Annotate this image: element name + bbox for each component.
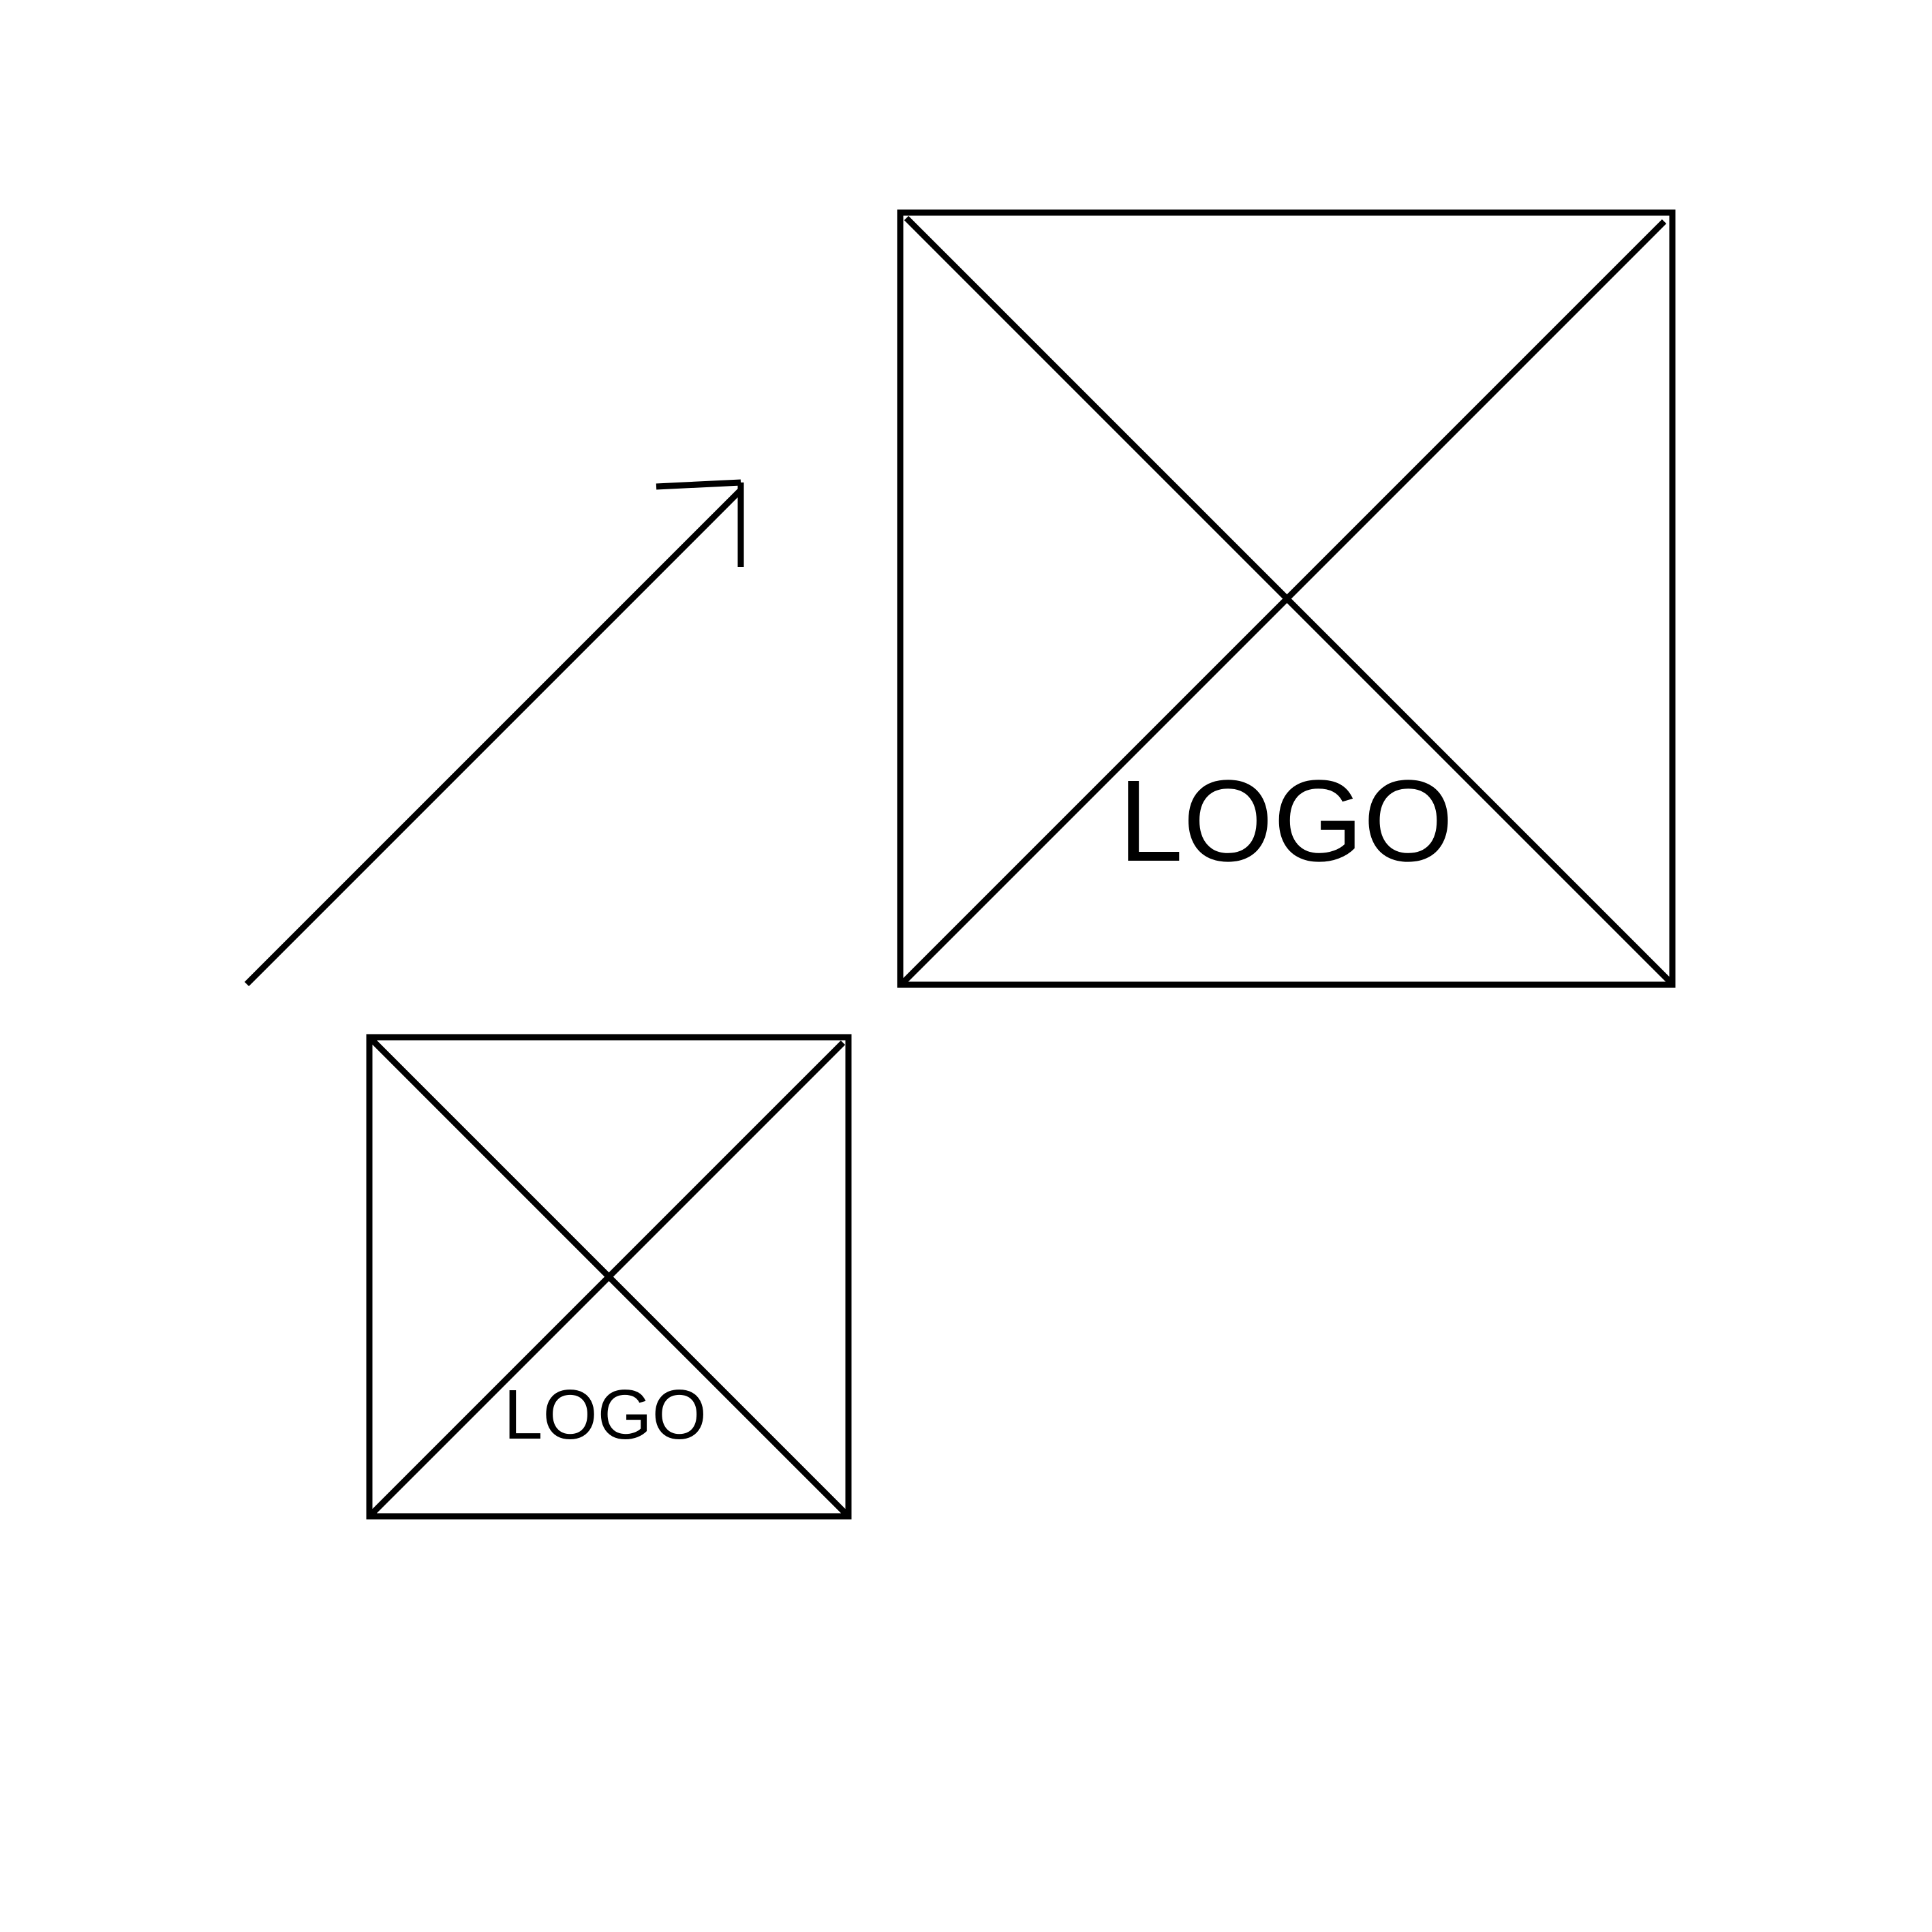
large-logo-placeholder: [897, 209, 1676, 988]
arrow-shaft: [244, 487, 743, 987]
arrow-up-right-icon: [244, 479, 744, 987]
small-logo-label: LOGO: [504, 1375, 707, 1454]
large-placeholder-frame: [897, 209, 1676, 988]
large-placeholder-diagonal-b: [900, 219, 1667, 985]
large-logo-label: LOGO: [1118, 756, 1453, 886]
arrow-head-horizontal: [656, 479, 741, 490]
small-logo-placeholder: [366, 1034, 852, 1520]
small-placeholder-diagonal-b: [369, 1040, 846, 1516]
small-placeholder-frame: [366, 1034, 852, 1520]
